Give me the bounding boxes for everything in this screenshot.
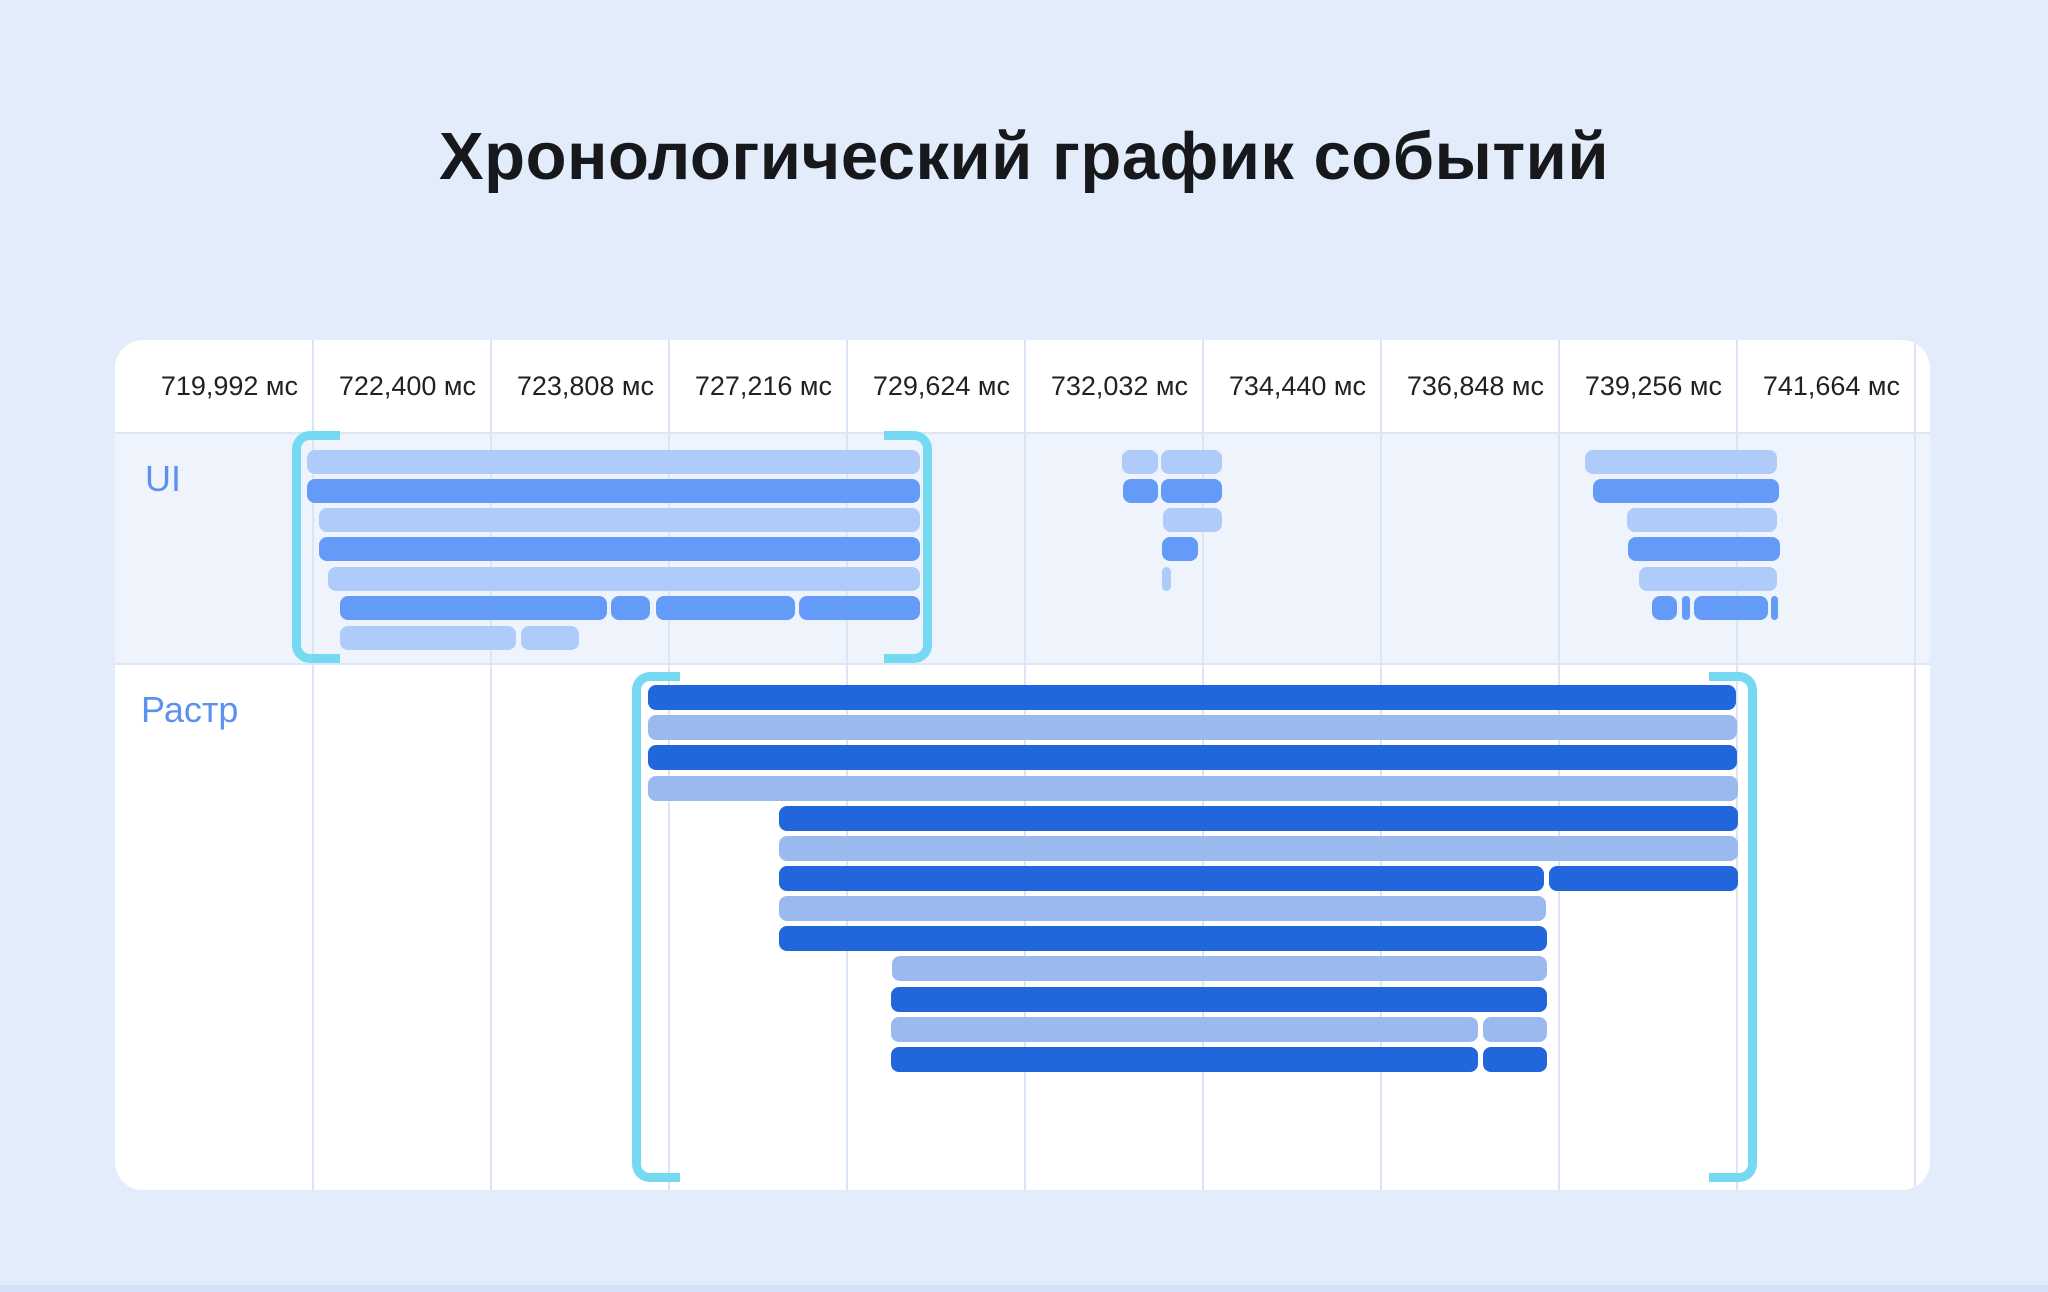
page-title: Хронологический график событий xyxy=(438,119,1610,194)
event-bar[interactable] xyxy=(779,896,1546,921)
event-bar[interactable] xyxy=(656,596,795,620)
time-tick-label: 723,808 мс xyxy=(516,371,654,401)
event-bar[interactable] xyxy=(779,926,1547,951)
event-bar[interactable] xyxy=(1652,596,1677,620)
time-tick-label: 734,440 мс xyxy=(1228,371,1366,401)
event-bar[interactable] xyxy=(779,836,1738,861)
event-bar[interactable] xyxy=(891,987,1547,1012)
gridline xyxy=(1736,340,1738,1190)
event-bar[interactable] xyxy=(1483,1017,1547,1042)
gridline xyxy=(1914,340,1916,1190)
timeline-card: UI Растр 719,992 мс 722,400 мс 723,808 мс 727… xyxy=(115,340,1930,1190)
event-bar[interactable] xyxy=(779,806,1738,831)
event-bar[interactable] xyxy=(1161,450,1222,474)
track-label-ui: UI xyxy=(145,458,181,499)
time-tick-label: 732,032 мс xyxy=(1050,371,1188,401)
event-bar[interactable] xyxy=(648,685,1736,710)
event-bar[interactable] xyxy=(648,776,1738,801)
event-bar[interactable] xyxy=(340,626,516,650)
event-bar[interactable] xyxy=(1694,596,1768,620)
event-bar[interactable] xyxy=(307,479,920,503)
event-bar[interactable] xyxy=(1771,596,1778,620)
event-bar[interactable] xyxy=(1163,508,1222,532)
event-bar[interactable] xyxy=(1627,508,1777,532)
gridline xyxy=(312,340,314,1190)
event-bar[interactable] xyxy=(1161,479,1222,503)
event-bar[interactable] xyxy=(779,866,1544,891)
event-bar[interactable] xyxy=(1628,537,1780,561)
time-tick-label: 736,848 мс xyxy=(1406,371,1544,401)
selection-bracket-left xyxy=(292,431,340,663)
event-bar[interactable] xyxy=(1639,567,1777,591)
event-bar[interactable] xyxy=(1585,450,1777,474)
event-bar[interactable] xyxy=(1162,537,1198,561)
time-tick-label: 741,664 мс xyxy=(1762,371,1900,401)
time-tick-label: 729,624 мс xyxy=(872,371,1010,401)
time-tick-label: 739,256 мс xyxy=(1584,371,1722,401)
event-bar[interactable] xyxy=(648,745,1737,770)
event-bar[interactable] xyxy=(1123,479,1158,503)
event-bar[interactable] xyxy=(1122,450,1158,474)
time-tick-label: 719,992 мс xyxy=(160,371,298,401)
event-bar[interactable] xyxy=(892,956,1547,981)
event-bar[interactable] xyxy=(891,1017,1478,1042)
gridline xyxy=(490,340,492,1190)
time-tick-label: 722,400 мс xyxy=(338,371,476,401)
event-bar[interactable] xyxy=(1682,596,1690,620)
event-bar[interactable] xyxy=(1162,567,1171,591)
selection-bracket-left xyxy=(632,672,680,1182)
event-bar[interactable] xyxy=(1593,479,1779,503)
event-bar[interactable] xyxy=(319,537,920,561)
event-bar[interactable] xyxy=(611,596,650,620)
track-label-raster: Растр xyxy=(141,689,239,730)
bottom-edge xyxy=(0,1285,2048,1292)
event-bar[interactable] xyxy=(1549,866,1738,891)
event-bar[interactable] xyxy=(307,450,920,474)
event-bar[interactable] xyxy=(521,626,579,650)
event-bar[interactable] xyxy=(340,596,607,620)
event-bar[interactable] xyxy=(648,715,1737,740)
selection-bracket-right xyxy=(884,431,932,663)
event-bar[interactable] xyxy=(799,596,920,620)
time-tick-label: 727,216 мс xyxy=(694,371,832,401)
event-bar[interactable] xyxy=(1483,1047,1547,1072)
selection-bracket-right xyxy=(1709,672,1757,1182)
event-bar[interactable] xyxy=(328,567,920,591)
event-bar[interactable] xyxy=(891,1047,1478,1072)
event-bar[interactable] xyxy=(319,508,920,532)
